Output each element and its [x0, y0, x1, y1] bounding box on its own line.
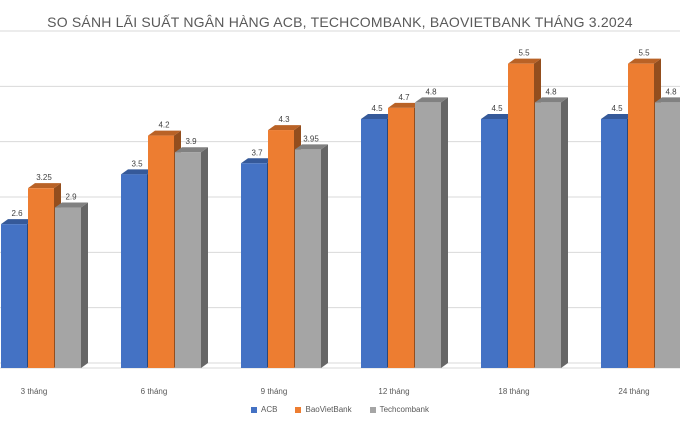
x-tick-label: 24 tháng [618, 387, 649, 396]
legend-label: Techcombank [379, 405, 429, 414]
bar-front [601, 119, 627, 368]
bar-front [481, 119, 507, 368]
data-label: 3.25 [36, 173, 52, 182]
data-labels: 2.6 3.25 2.9 3.5 4.2 3.9 3.7 4.3 3.95 4.5 4.7 4.8 4.… [11, 49, 677, 218]
bar-top [148, 130, 181, 136]
legend: ACB BaoVietBank Techcombank [0, 405, 680, 414]
x-tick-label: 9 tháng [261, 387, 288, 396]
legend-label: BaoVietBank [305, 405, 352, 414]
data-label: 4.2 [158, 121, 170, 130]
data-label: 4.8 [665, 87, 677, 96]
bar-top [481, 114, 514, 119]
bar-front [121, 174, 147, 368]
bar-techcombank-6 [655, 97, 680, 369]
bar-top [655, 97, 680, 103]
bar-top [628, 58, 661, 64]
data-label: 4.5 [611, 104, 623, 113]
data-label: 4.3 [278, 115, 290, 124]
bar-top [388, 102, 421, 108]
bar-front [148, 135, 174, 368]
bar-front [508, 63, 534, 369]
bar-front [388, 107, 414, 368]
bar-front [628, 63, 654, 369]
bar-top [508, 58, 541, 64]
bar-techcombank-3 [295, 144, 328, 368]
bar-front [28, 188, 54, 368]
bar-top [55, 202, 88, 208]
data-label: 5.5 [638, 49, 650, 58]
bar-front [655, 102, 680, 369]
bar-front [361, 119, 387, 368]
legend-item-baovietbank: BaoVietBank [295, 405, 352, 414]
legend-item-techcombank: Techcombank [369, 405, 429, 414]
bar-front [268, 130, 294, 368]
bar-top [1, 219, 34, 225]
x-tick-label: 12 tháng [378, 387, 409, 396]
bar-top [241, 158, 274, 164]
bar-side [441, 97, 448, 369]
bar-front [55, 207, 81, 368]
data-label: 4.5 [491, 104, 503, 113]
bar-front [535, 102, 561, 369]
data-label: 3.95 [303, 134, 319, 143]
bar-top [601, 114, 634, 119]
bar-top [175, 147, 208, 153]
data-label: 2.9 [65, 193, 77, 202]
data-label: 3.5 [131, 159, 143, 168]
data-label: 4.8 [545, 87, 557, 96]
bar-techcombank-5 [535, 97, 568, 369]
bar-top [28, 183, 61, 189]
bar-top [415, 97, 448, 103]
data-label: 4.8 [425, 87, 437, 96]
bar-side [201, 147, 208, 368]
bar-side [81, 202, 88, 368]
legend-item-acb: ACB [251, 405, 277, 414]
chart-title: SO SÁNH LÃI SUẤT NGÂN HÀNG ACB, TECHCOMB… [47, 14, 633, 30]
bar-front [415, 102, 441, 369]
bar-top [361, 114, 394, 119]
bar-top [295, 144, 328, 150]
bar-front [241, 163, 267, 368]
bar-techcombank-4 [415, 97, 448, 369]
data-label: 4.7 [398, 93, 410, 102]
gridlines [0, 30, 680, 369]
bar-side [561, 97, 568, 369]
data-label: 5.5 [518, 49, 530, 58]
bar-side [321, 144, 328, 368]
legend-swatch [369, 406, 376, 413]
legend-swatch [295, 406, 302, 413]
x-tick-label: 3 tháng [21, 387, 48, 396]
bar-techcombank-2 [175, 147, 208, 368]
bar-front [1, 224, 27, 368]
data-label: 3.7 [251, 148, 263, 157]
x-tick-label: 18 tháng [498, 387, 529, 396]
x-tick-labels: 3 tháng 6 tháng 9 tháng 12 tháng 18 tháng 24 … [21, 387, 650, 396]
bar-top [268, 125, 301, 131]
bar-front [295, 149, 321, 368]
legend-label: ACB [261, 405, 278, 414]
bar-top [535, 97, 568, 103]
legend-swatch [251, 406, 258, 413]
bar-top [121, 169, 154, 175]
bar-techcombank-1 [55, 202, 88, 368]
bar-front [175, 152, 201, 368]
bars [1, 58, 680, 369]
data-label: 2.6 [11, 209, 23, 218]
x-tick-label: 6 tháng [141, 387, 168, 396]
data-label: 4.5 [371, 104, 383, 113]
data-label: 3.9 [185, 137, 197, 146]
